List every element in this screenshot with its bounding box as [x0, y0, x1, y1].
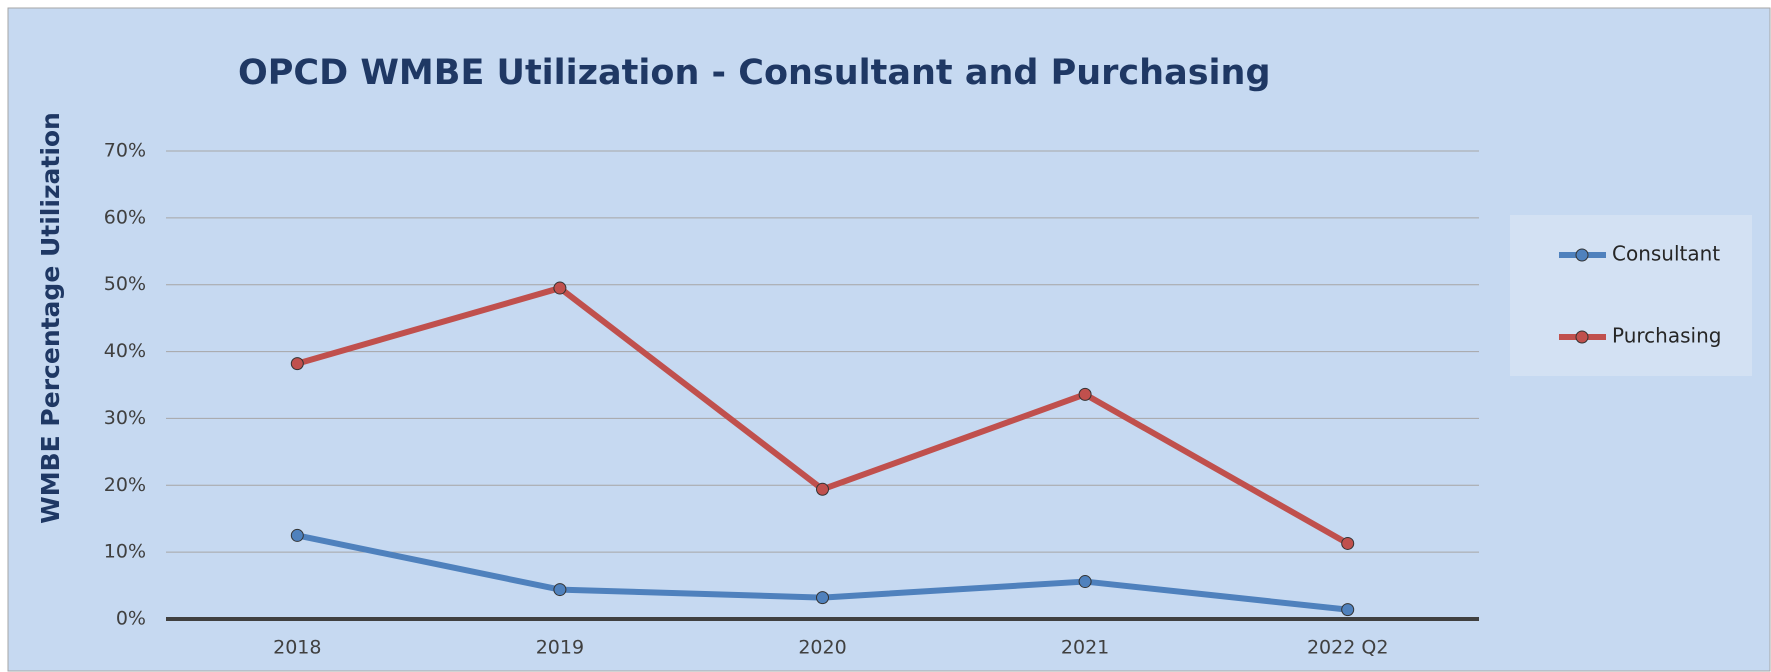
x-tick-label: 2021 — [1061, 637, 1109, 659]
legend-box — [1510, 215, 1752, 376]
legend-label: Consultant — [1612, 242, 1720, 266]
marker — [553, 281, 567, 295]
marker — [290, 528, 304, 542]
y-tick-label: 40% — [104, 340, 146, 362]
legend-label: Purchasing — [1612, 324, 1721, 348]
marker — [816, 591, 829, 605]
chart-background — [7, 7, 1771, 672]
y-tick-label: 50% — [104, 273, 146, 295]
marker — [1078, 575, 1092, 589]
x-tick-label: 2020 — [798, 637, 846, 659]
y-tick-label: 0% — [116, 608, 146, 630]
legend-marker — [1575, 248, 1589, 262]
x-tick-label: 2019 — [536, 637, 584, 659]
marker — [1341, 603, 1355, 617]
x-tick-label: 2018 — [273, 637, 321, 659]
marker — [553, 583, 567, 597]
y-axis-title: WMBE Percentage Utilization — [36, 112, 65, 524]
marker — [1341, 536, 1355, 550]
x-tick-label: 2022 Q2 — [1307, 637, 1388, 659]
chart-title: OPCD WMBE Utilization - Consultant and P… — [238, 53, 1271, 93]
legend-marker — [1575, 330, 1589, 344]
y-tick-label: 60% — [104, 206, 146, 228]
marker — [290, 357, 304, 371]
marker — [1078, 387, 1092, 401]
y-tick-label: 10% — [104, 541, 146, 563]
y-tick-label: 70% — [104, 140, 146, 162]
y-tick-label: 20% — [104, 474, 146, 496]
y-tick-label: 30% — [104, 407, 146, 429]
marker — [816, 482, 829, 496]
